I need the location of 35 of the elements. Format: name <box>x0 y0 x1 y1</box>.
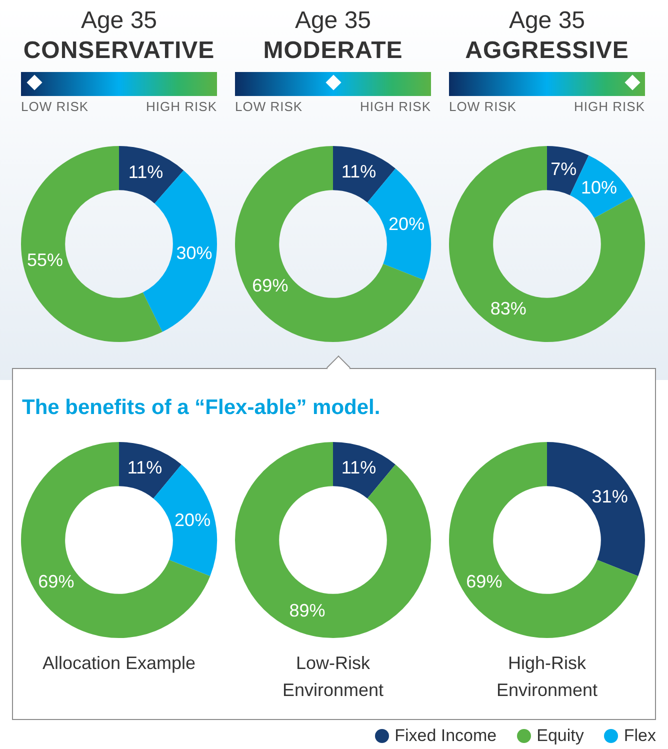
chart-subtitle: CONSERVATIVE <box>22 36 216 66</box>
chart-title: Age 35 <box>80 6 158 36</box>
text: LOW RISK <box>449 99 517 114</box>
data-label: 11% <box>127 458 162 478</box>
data-label: 89% <box>289 600 326 620</box>
data-label: 55% <box>27 250 64 270</box>
text: High-Risk Environment <box>495 652 599 702</box>
data-label: 20% <box>174 510 211 530</box>
text: HIGH RISK <box>146 99 217 114</box>
text: The benefits of a “Flex-able” model. <box>22 396 380 420</box>
text: LOW RISK <box>235 99 303 114</box>
data-label: 20% <box>388 214 425 234</box>
data-label: 69% <box>38 572 74 592</box>
data-label: 11% <box>128 162 164 182</box>
text: HIGH RISK <box>574 99 645 114</box>
data-label: 69% <box>466 572 502 592</box>
text: LOW RISK <box>21 99 89 114</box>
data-label: 83% <box>490 298 526 318</box>
text: Low-Risk Environment <box>281 652 385 702</box>
data-label: 10% <box>580 178 618 198</box>
text: HIGH RISK <box>360 99 431 114</box>
legend-label: Flex <box>624 726 656 746</box>
chart-title: Age 35 <box>508 6 586 36</box>
data-label: 11% <box>341 458 376 478</box>
legend-label: Fixed Income <box>394 726 497 746</box>
chart-subtitle: AGGRESSIVE <box>464 36 630 66</box>
data-label: 11% <box>341 162 376 182</box>
chart-title: Age 35 <box>294 6 372 36</box>
data-label: 69% <box>252 276 288 296</box>
data-label: 30% <box>176 242 212 263</box>
text: Allocation Example <box>41 652 197 675</box>
data-label: 31% <box>592 486 628 506</box>
legend-label: Equity <box>536 726 584 746</box>
chart-subtitle: MODERATE <box>262 36 404 66</box>
data-label: 7% <box>550 158 577 179</box>
